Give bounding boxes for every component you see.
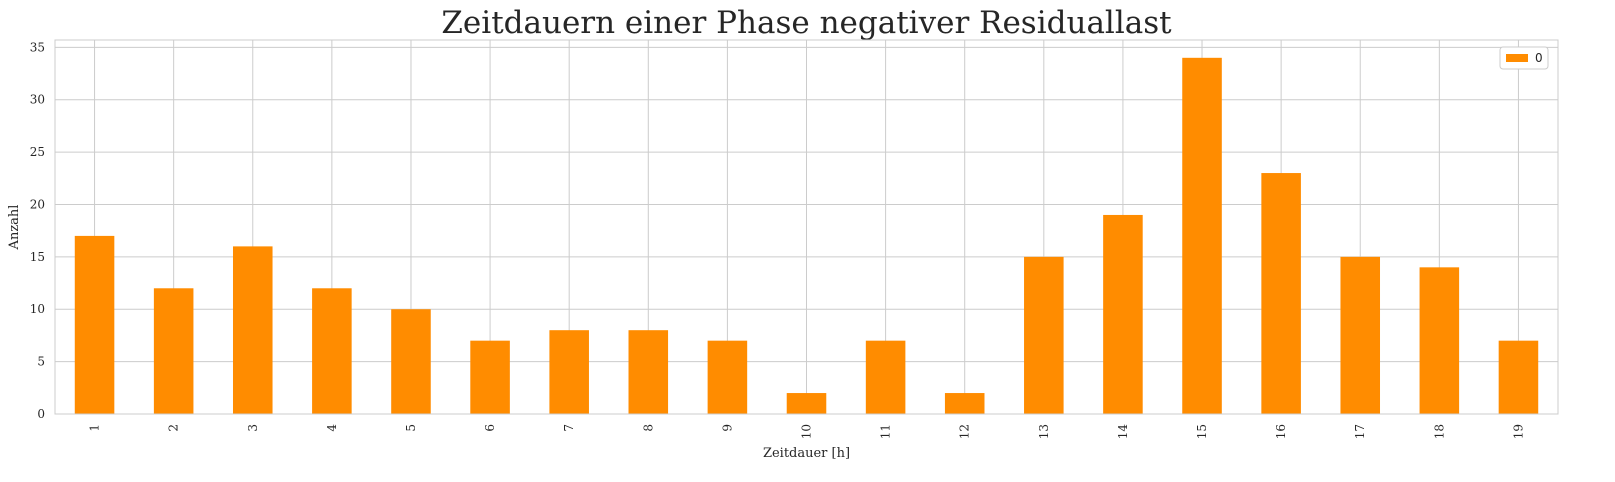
y-tick-label: 35 [30, 40, 45, 54]
x-tick-label: 8 [641, 424, 655, 432]
y-tick-label: 0 [37, 407, 45, 421]
x-tick-label: 9 [720, 424, 734, 432]
x-tick-label: 6 [483, 424, 497, 432]
x-tick-label: 18 [1432, 424, 1446, 439]
chart-title: Zeitdauern einer Phase negativer Residua… [441, 5, 1172, 41]
x-tick-label: 5 [404, 424, 418, 432]
y-axis-ticks: 0 5 10 15 20 25 30 35 [30, 40, 45, 421]
x-tick-label: 17 [1353, 424, 1367, 439]
x-tick-label: 16 [1274, 424, 1288, 439]
x-tick-label: 14 [1116, 424, 1130, 440]
bar-17 [1340, 256, 1381, 414]
x-tick-label: 7 [562, 424, 576, 432]
y-tick-label: 15 [30, 250, 45, 264]
bar-7 [549, 330, 589, 414]
bar-8 [628, 330, 669, 414]
bar-2 [153, 288, 194, 414]
grid [55, 40, 1558, 415]
legend-label: 0 [1535, 51, 1543, 65]
bar-18 [1419, 267, 1460, 414]
y-tick-label: 10 [30, 302, 45, 316]
bar-9 [707, 340, 748, 414]
y-tick-label: 20 [30, 197, 45, 211]
plot-frame [54, 39, 1559, 415]
bar-3 [232, 246, 273, 414]
x-tick-label: 10 [800, 424, 814, 439]
x-tick-label: 13 [1037, 424, 1051, 439]
legend-swatch [1506, 54, 1528, 62]
y-axis-label: Anzahl [7, 205, 22, 251]
y-tick-label: 30 [30, 93, 45, 107]
x-tick-label: 19 [1511, 424, 1525, 439]
legend: 0 [1499, 46, 1549, 70]
x-tick-label: 2 [167, 424, 181, 432]
y-tick-label: 5 [37, 355, 45, 369]
bar-5 [391, 309, 431, 414]
bars [74, 57, 1539, 415]
bar-6 [470, 340, 510, 414]
bar-1 [74, 235, 115, 414]
y-tick-label: 25 [30, 145, 45, 159]
bar-14 [1103, 214, 1143, 414]
x-axis-label: Zeitdauer [h] [763, 446, 850, 461]
x-axis-ticks: 1 2 3 4 5 6 7 8 9 10 11 12 13 14 15 16 17 18 19 [88, 424, 1526, 440]
bar-10 [786, 393, 827, 414]
x-tick-label: 12 [958, 424, 972, 439]
bar-11 [865, 340, 906, 414]
bar-13 [1024, 256, 1064, 414]
bar-15 [1182, 57, 1222, 415]
x-tick-label: 1 [88, 424, 102, 432]
bar-19 [1498, 340, 1539, 414]
bar-12 [944, 393, 985, 414]
x-tick-label: 4 [325, 424, 339, 432]
x-tick-label: 3 [246, 424, 260, 432]
bar-4 [312, 288, 352, 414]
x-tick-label: 15 [1195, 424, 1209, 439]
bar-16 [1261, 173, 1301, 414]
x-tick-label: 11 [879, 424, 893, 439]
